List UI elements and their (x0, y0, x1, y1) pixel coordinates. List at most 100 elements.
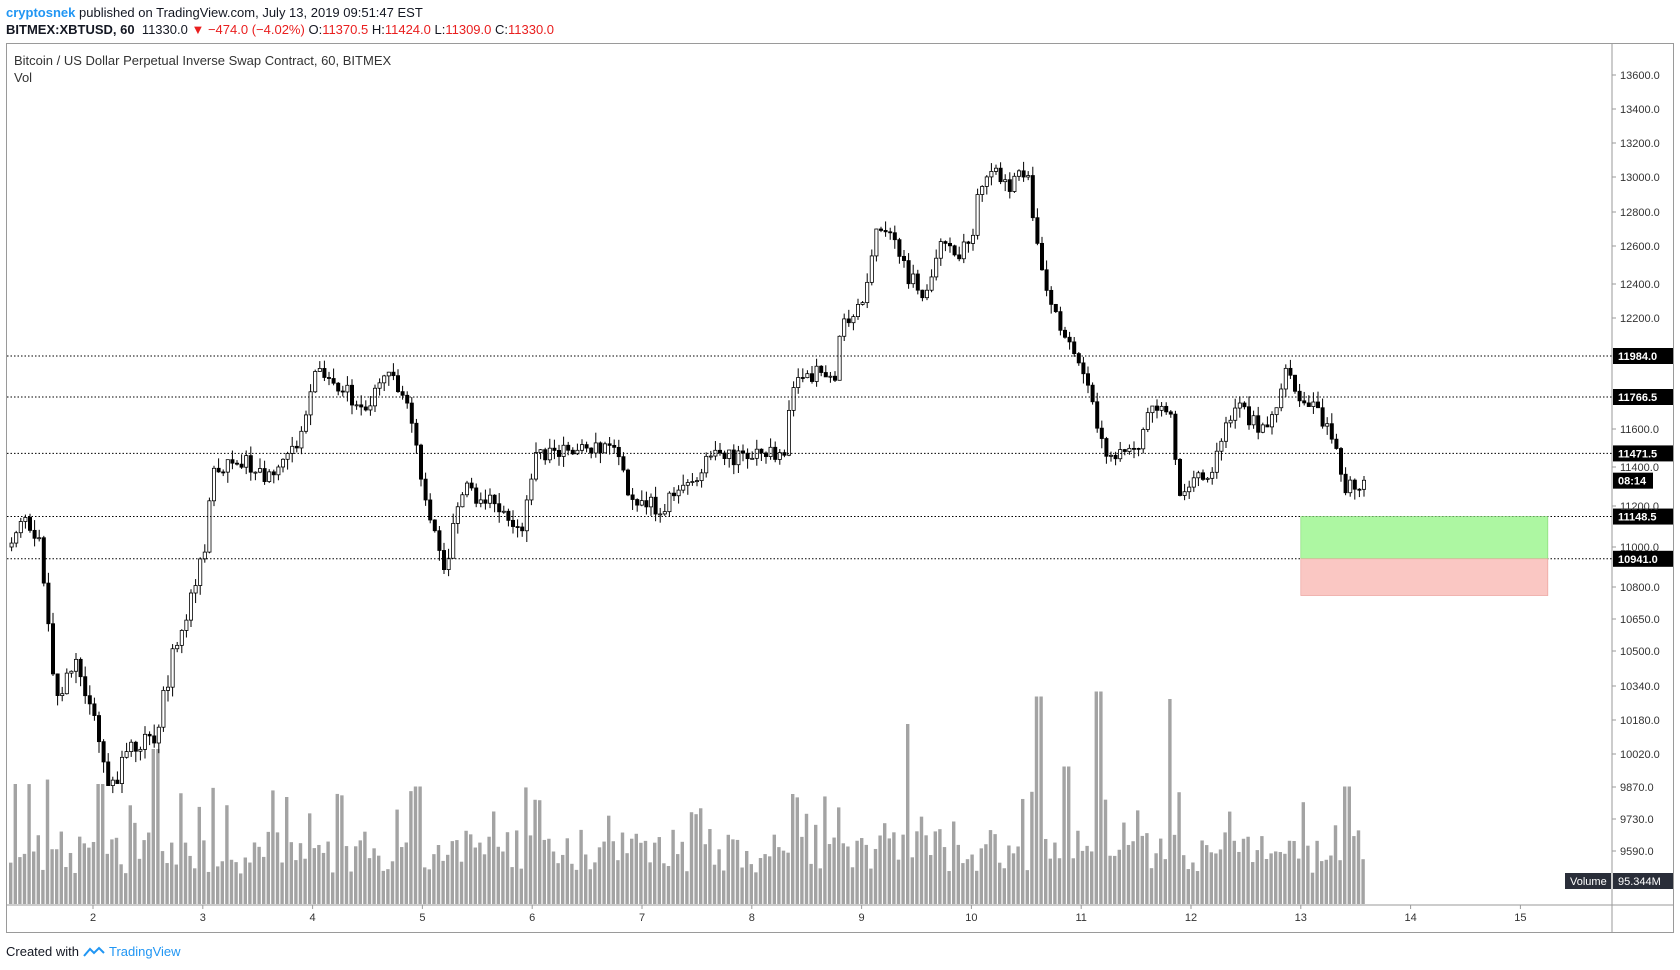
volume-bar (542, 839, 546, 904)
volume-bar (45, 779, 50, 904)
y-tick-label: 11400.0 (1620, 462, 1659, 474)
candle-body (695, 480, 700, 483)
volume-bar (473, 847, 477, 904)
volume-bar (538, 800, 542, 904)
candle-body (805, 373, 810, 379)
candle-body (994, 167, 999, 172)
candle-body (547, 447, 552, 461)
chart-frame[interactable] (6, 43, 1674, 933)
ohlc-bar: BITMEX:XBTUSD, 60 11330.0 ▼ −474.0 (−4.0… (6, 22, 554, 37)
candle-body (497, 503, 502, 513)
volume-bar (441, 860, 445, 904)
candle-body (391, 371, 396, 377)
volume-bar (321, 852, 326, 904)
candle-body (1003, 179, 1008, 183)
volume-bar (708, 829, 712, 904)
candle-body (1017, 170, 1022, 177)
candle-body (1118, 449, 1123, 460)
candle-body (580, 444, 585, 451)
volume-bar (919, 816, 924, 904)
volume-bar (970, 854, 974, 904)
volume-bar (984, 844, 988, 904)
candle-body (814, 365, 819, 382)
volume-bar (1094, 691, 1098, 904)
volume-bar (1103, 799, 1108, 904)
candle-body (630, 494, 635, 500)
candle-body (354, 404, 359, 407)
volume-bar (786, 852, 790, 904)
low-value: 11309.0 (445, 22, 492, 37)
candle-body (198, 558, 203, 586)
candle-body (1265, 424, 1270, 428)
candle-body (1316, 401, 1321, 409)
candle-body (129, 741, 134, 752)
volume-bar (896, 859, 901, 904)
candle-body (1362, 479, 1367, 490)
candle-body (161, 689, 166, 728)
candle-body (612, 444, 617, 448)
candle-body (451, 523, 456, 559)
stop-zone[interactable] (1300, 558, 1549, 596)
tradingview-brand[interactable]: TradingView (108, 944, 181, 959)
candle-body (570, 449, 575, 455)
candle-body (925, 289, 930, 299)
candle-body (777, 452, 782, 460)
volume-bar (1126, 844, 1131, 904)
candle-body (193, 585, 198, 594)
candle-body (441, 550, 446, 570)
volume-bar (427, 869, 431, 904)
candle-body (888, 231, 893, 234)
candle-body (83, 676, 88, 697)
candle-body (271, 471, 276, 476)
candle-body (879, 228, 884, 231)
volume-bar (685, 871, 689, 904)
volume-bar (1149, 868, 1154, 904)
candle-body (639, 500, 644, 506)
volume-bar (1002, 868, 1006, 904)
volume-bar (73, 872, 77, 904)
volume-bar (110, 839, 114, 904)
y-tick-label: 10500.0 (1620, 646, 1660, 658)
candle-body (856, 304, 861, 317)
candle-body (1293, 374, 1298, 392)
target-zone[interactable] (1300, 516, 1549, 560)
publish-date: published on TradingView.com, July 13, 2… (79, 5, 423, 20)
volume-bar (703, 844, 707, 904)
candle-body (736, 450, 741, 466)
volume-bar (804, 813, 809, 904)
candle-body (718, 449, 723, 454)
volume-bar (229, 859, 234, 904)
high-label: H: (371, 22, 385, 37)
candle-body (984, 176, 989, 187)
volume-bar (1301, 802, 1305, 904)
volume-bar (101, 784, 105, 904)
volume-bar (363, 831, 367, 904)
y-tick-label: 10650.0 (1620, 614, 1660, 626)
volume-bar (1324, 859, 1328, 904)
candle-body (165, 686, 170, 691)
volume-bar (593, 862, 597, 904)
author-name[interactable]: cryptosnek (6, 5, 76, 20)
volume-bar (436, 845, 441, 904)
volume-bar (901, 834, 905, 904)
volume-bar (883, 823, 887, 904)
volume-bar (625, 853, 629, 904)
candle-body (865, 281, 870, 304)
volume-bar (929, 855, 933, 904)
candle-body (810, 373, 815, 382)
volume-bar (837, 807, 841, 904)
candle-body (170, 648, 175, 688)
volume-bar (335, 793, 339, 904)
volume-bar (1191, 862, 1195, 904)
candle-body (110, 779, 115, 786)
volume-bar (1053, 842, 1057, 904)
price-level-tag (1613, 445, 1673, 462)
volume-bar (570, 863, 574, 904)
volume-bar (372, 848, 376, 904)
volume-bar (1039, 696, 1043, 904)
volume-bar (735, 839, 740, 904)
volume-bar (827, 844, 832, 904)
candle-body (685, 482, 690, 486)
volume-bar (142, 840, 146, 904)
